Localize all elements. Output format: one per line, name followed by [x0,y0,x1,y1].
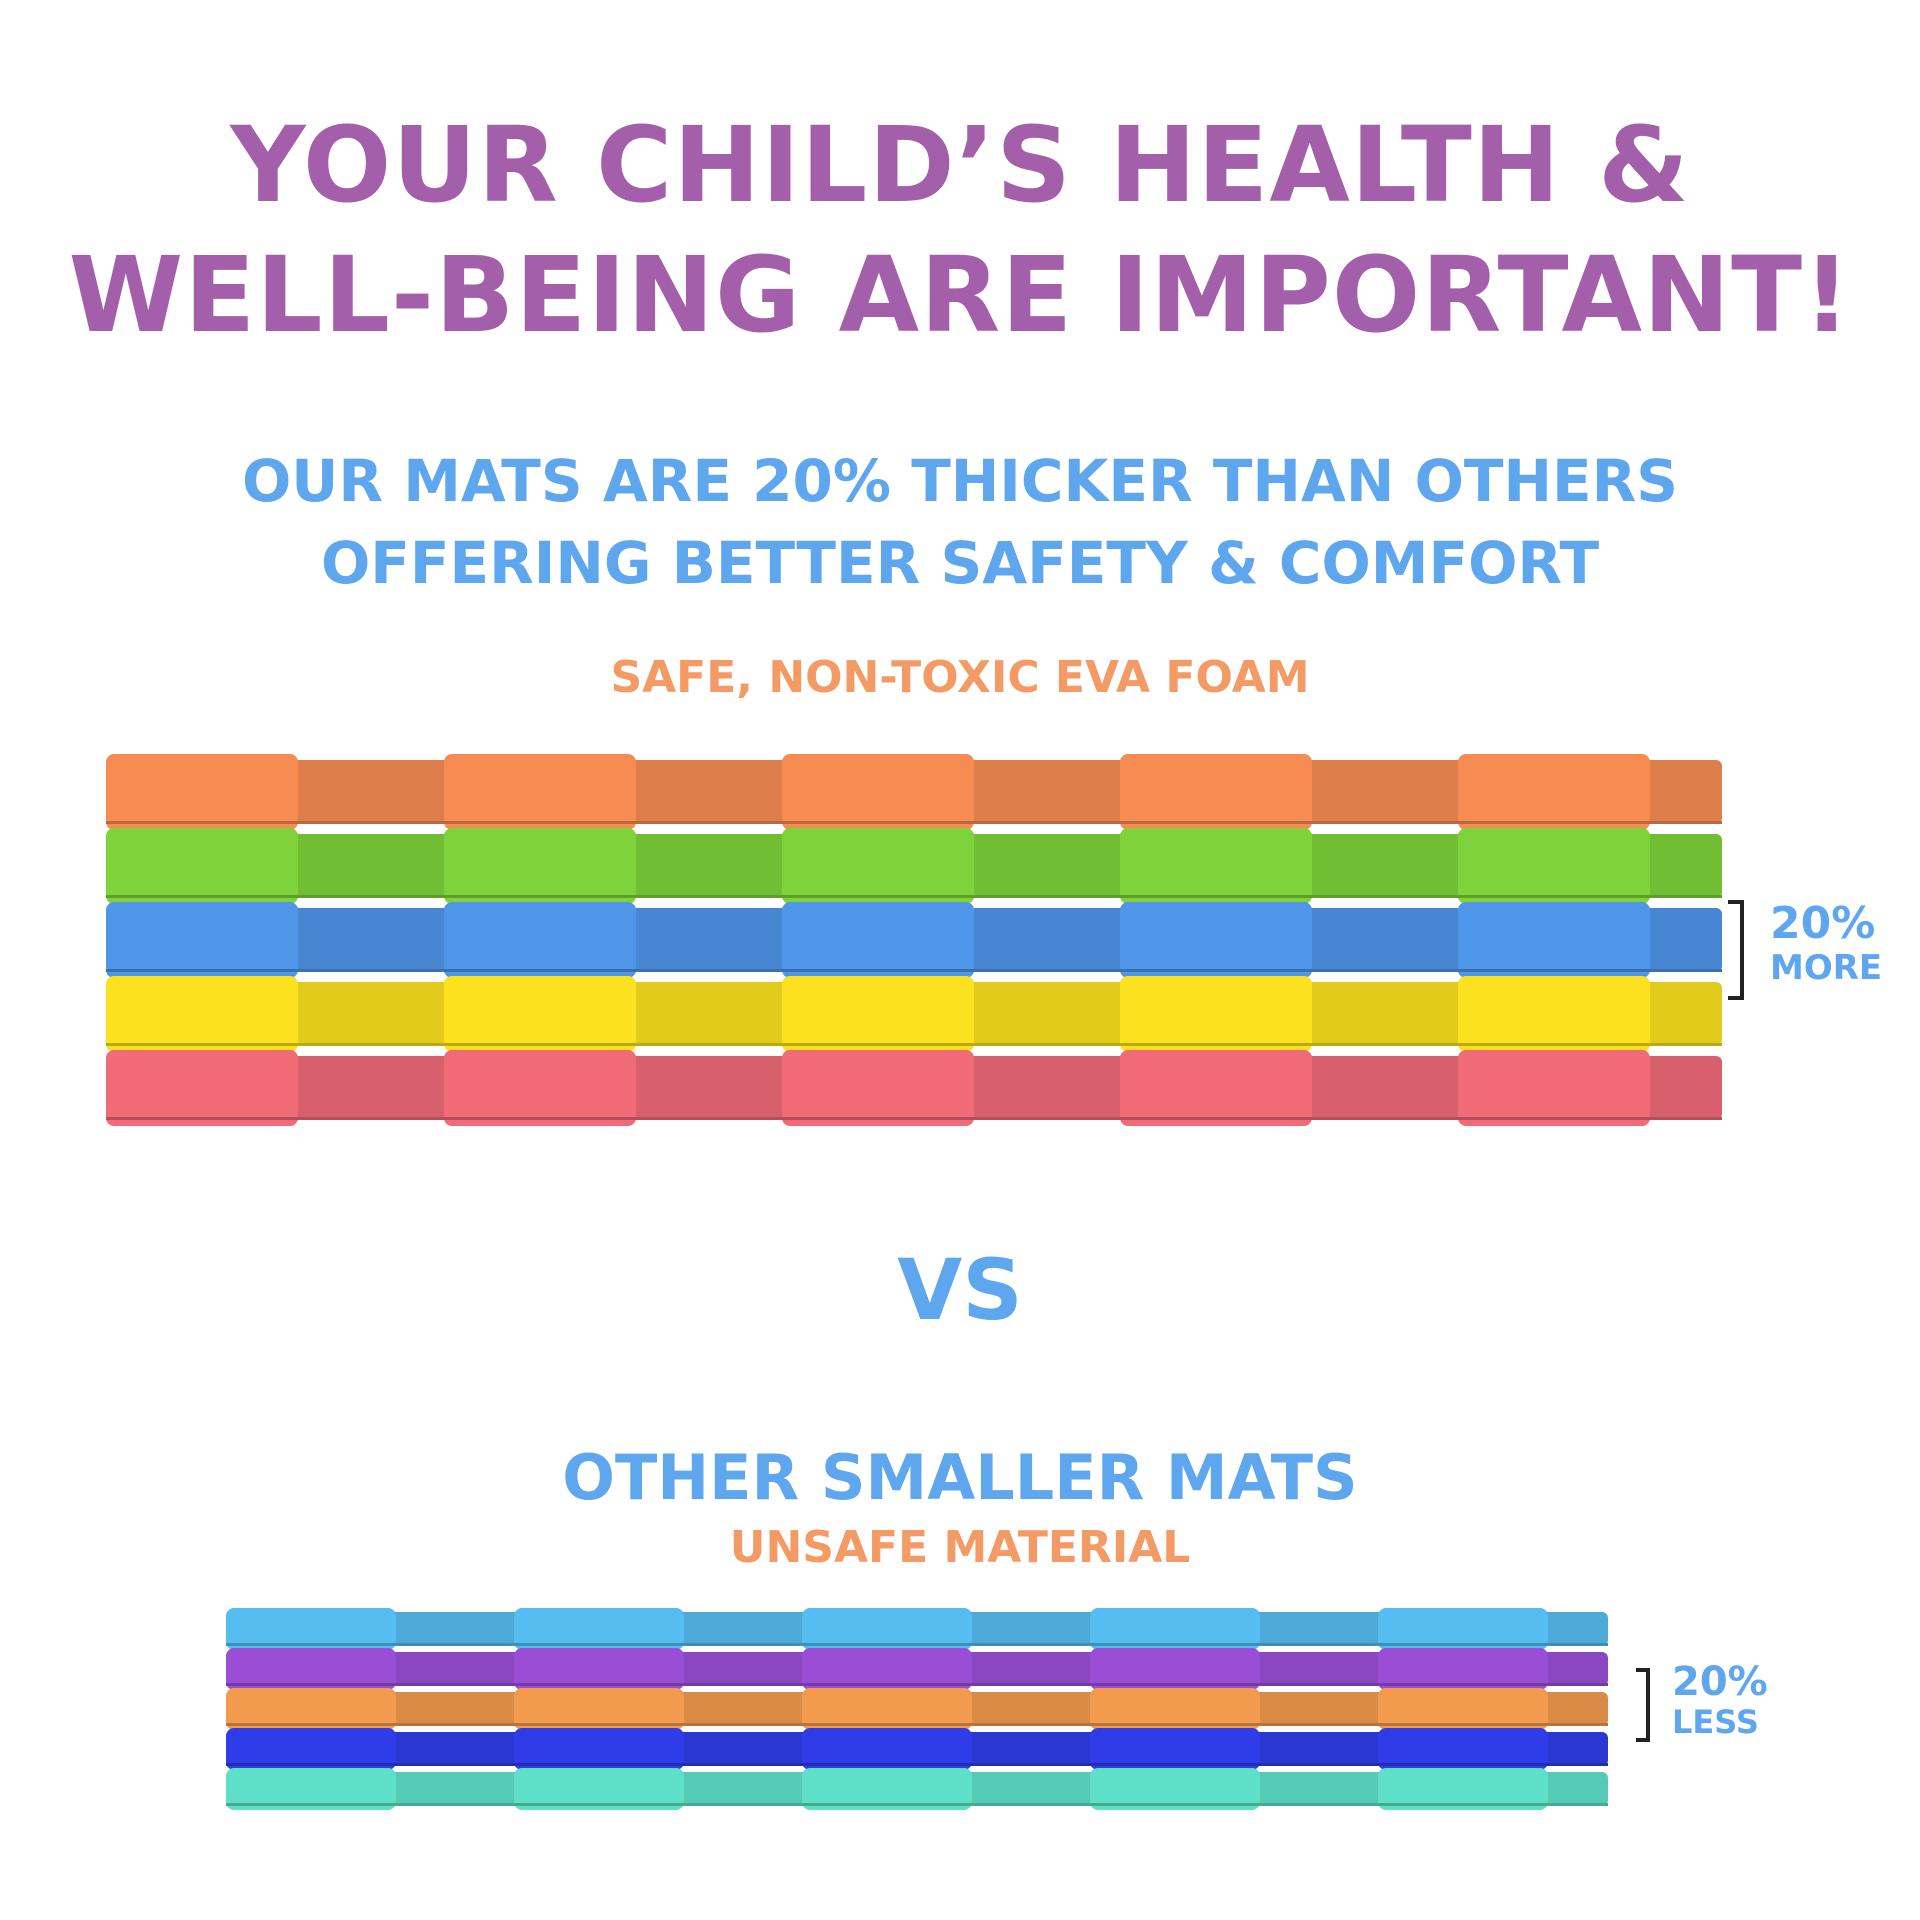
other-mat-layer-4-tab [802,1728,972,1770]
our-mat-layer-4-tab [782,976,974,1052]
other-mat-layer-5-tab [802,1768,972,1810]
other-mat-layer-3-tab [802,1688,972,1730]
our-mat-layer-4-seam [106,1043,1722,1046]
other-mat-layer-4-tab [1090,1728,1260,1770]
other-mat-layer-4-seam [226,1763,1608,1766]
other-mat-layer-2-tab [1090,1648,1260,1690]
other-mat-layer-2-tab [226,1648,396,1690]
our-mat-layer-5-tab [444,1050,636,1126]
other-mat-layer-4-tab [226,1728,396,1770]
our-mat-layer-2-tab [1120,828,1312,904]
our-mat-layer-3-tab [1458,902,1650,978]
our-mat-layer-2-seam [106,895,1722,898]
our-mat-layer-3-tab [444,902,636,978]
our-mat-layer-5-tab [106,1050,298,1126]
other-mat-layer-5-tab [226,1768,396,1810]
thickness-bracket-more [1728,900,1744,1000]
other-mat-layer-1-tab [1090,1608,1260,1650]
other-mat-layer-5-seam [226,1803,1608,1806]
other-mat-layer-4-tab [1378,1728,1548,1770]
our-mat-layer-4-tab [1458,976,1650,1052]
other-mat-layer-4-tab [514,1728,684,1770]
other-mat-layer-5-tab [1090,1768,1260,1810]
other-mat-layer-3-tab [1090,1688,1260,1730]
our-mat-layer-2-tab [444,828,636,904]
headline-line-1: YOUR CHILD’S HEALTH & [230,104,1690,226]
other-mat-layer-1-tab [226,1608,396,1650]
other-mat-layer-1-seam [226,1643,1608,1646]
vs-label: VS [897,1241,1023,1339]
our-mat-layer-5-seam [106,1117,1722,1120]
our-mat-layer-1-tab [782,754,974,830]
subheadline: OUR MATS ARE 20% THICKER THAN OTHERS OFF… [0,440,1920,604]
our-mat-layer-1-tab [1458,754,1650,830]
more-word: MORE [1770,948,1883,988]
other-mat-layer-2-seam [226,1683,1608,1686]
other-mat-layer-2-tab [1378,1648,1548,1690]
other-mat-layer-1-tab [802,1608,972,1650]
other-mat-layer-1-tab [1378,1608,1548,1650]
our-mat-layer-4-tab [106,976,298,1052]
our-mat-layer-3-tab [106,902,298,978]
our-mat-layer-4-tab [1120,976,1312,1052]
more-value: 20% [1770,898,1876,949]
headline: YOUR CHILD’S HEALTH & WELL-BEING ARE IMP… [0,100,1920,360]
subheadline-line-2: OFFERING BETTER SAFETY & COMFORT [320,529,1600,597]
other-material-label: UNSAFE MATERIAL [729,1522,1191,1573]
other-mat-layer-3-tab [226,1688,396,1730]
our-mat-stack [106,754,1722,1126]
other-mat-layer-1-tab [514,1608,684,1650]
other-mat-layer-3-tab [514,1688,684,1730]
other-mat-layer-2-tab [802,1648,972,1690]
our-mat-layer-5-tab [782,1050,974,1126]
our-mat-layer-1-tab [106,754,298,830]
other-mat-layer-2-tab [514,1648,684,1690]
other-mats-title: OTHER SMALLER MATS [562,1441,1358,1514]
our-mat-layer-1-seam [106,821,1722,824]
thickness-label-less: 20% LESS [1672,1660,1768,1740]
our-mat-layer-5-tab [1458,1050,1650,1126]
our-mat-layer-3-tab [782,902,974,978]
thickness-label-more: 20% MORE [1770,898,1883,989]
less-word: LESS [1672,1703,1759,1741]
our-mat-layer-1-tab [444,754,636,830]
other-mat-layer-3-tab [1378,1688,1548,1730]
other-mat-layer-5-tab [514,1768,684,1810]
less-value: 20% [1672,1659,1768,1705]
our-mat-layer-4-tab [444,976,636,1052]
our-mat-layer-2-tab [1458,828,1650,904]
our-mat-layer-2-tab [782,828,974,904]
subheadline-line-1: OUR MATS ARE 20% THICKER THAN OTHERS [241,447,1679,515]
other-mat-layer-5-tab [1378,1768,1548,1810]
other-mat-layer-3-seam [226,1723,1608,1726]
our-mat-layer-1-tab [1120,754,1312,830]
our-material-label: SAFE, NON-TOXIC EVA FOAM [610,652,1310,703]
our-mat-layer-2-tab [106,828,298,904]
our-mat-layer-3-tab [1120,902,1312,978]
our-mat-layer-5-tab [1120,1050,1312,1126]
other-mat-stack [226,1608,1608,1810]
headline-line-2: WELL-BEING ARE IMPORTANT! [68,234,1852,356]
thickness-bracket-less [1636,1668,1650,1742]
our-mat-layer-3-seam [106,969,1722,972]
